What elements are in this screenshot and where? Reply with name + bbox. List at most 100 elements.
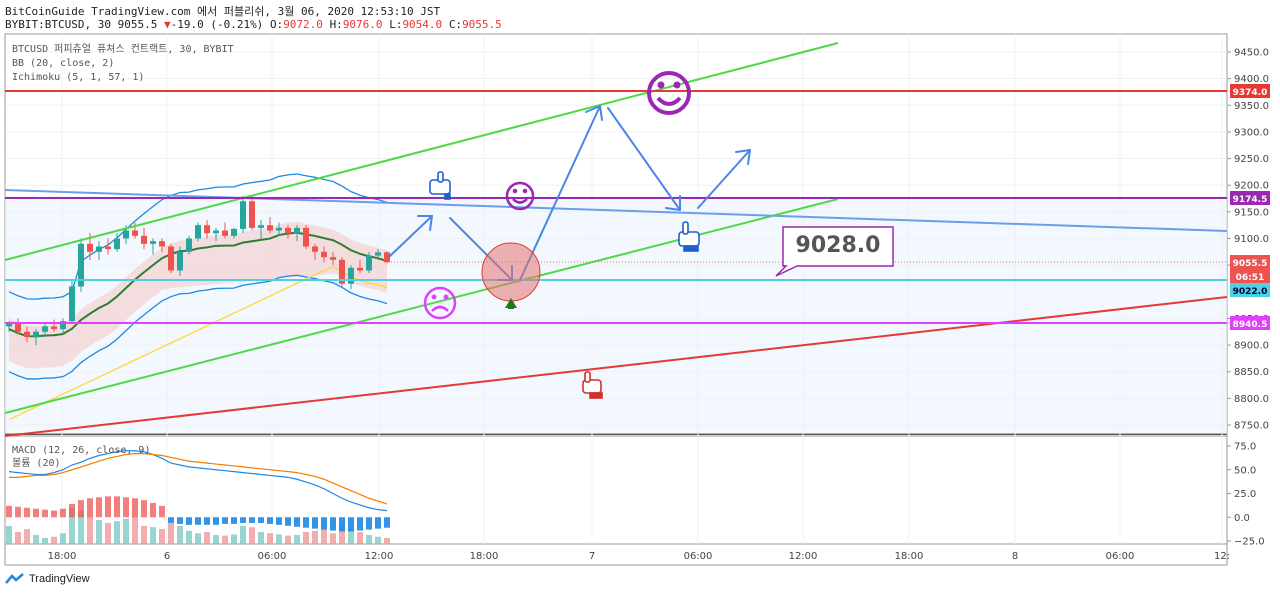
macd-histogram-bar [123, 497, 129, 518]
volume-bar [69, 508, 75, 544]
macd-histogram-bar [87, 498, 93, 518]
time-axis[interactable] [4, 543, 1228, 566]
arrow-5 [697, 149, 751, 209]
candles [6, 195, 390, 346]
target-circle[interactable] [481, 242, 541, 302]
macd-histogram-bar [105, 496, 111, 518]
candle-body [132, 230, 138, 236]
candle-body [267, 225, 273, 231]
legend-macd: MACD (12, 26, close, 9) [12, 445, 150, 456]
candle-body [51, 326, 57, 330]
candle-body [123, 230, 129, 239]
legend-ichimoku: Ichimoku (5, 1, 57, 1) [12, 72, 144, 83]
volume-bar [276, 534, 282, 544]
candle-body [240, 201, 246, 229]
candle-body [105, 246, 111, 250]
volume-bar [231, 534, 237, 544]
arrow-4 [607, 107, 681, 211]
macd-label: 25.0 [1234, 489, 1256, 500]
candle-body [213, 230, 219, 234]
ichimoku-cloud-fill [9, 221, 387, 369]
countdown-text: 06:51 [1236, 273, 1265, 283]
volume-bar [384, 538, 390, 544]
price-label: 9100.0 [1234, 234, 1269, 245]
macd-histogram-bar [195, 517, 201, 525]
candle-body [159, 241, 165, 247]
candle-body [339, 259, 345, 284]
candle-body [258, 225, 264, 228]
macd-histogram-bar [15, 506, 21, 518]
candle-body [168, 246, 174, 271]
volume-bar [123, 518, 129, 544]
time-label: 18:00 [48, 551, 77, 562]
signal-line [9, 453, 388, 505]
arrow-1-head [417, 215, 433, 231]
price-label: 9300.0 [1234, 127, 1269, 138]
volume-bar [168, 523, 174, 544]
price-label: 9200.0 [1234, 181, 1269, 192]
volume-bar [150, 527, 156, 544]
macd-histogram-bar [366, 517, 372, 530]
volume-bar [249, 527, 255, 544]
blue-downtrend-line[interactable] [4, 189, 1228, 232]
candle-body [249, 201, 255, 228]
sad-icon [423, 286, 457, 320]
candle-body [6, 323, 12, 327]
volume-bar [87, 517, 93, 544]
candle-body [87, 243, 93, 252]
price-label: 8900.0 [1234, 341, 1269, 352]
candle-body [384, 252, 390, 263]
time-label: 18:00 [470, 551, 499, 562]
macd-histogram-bar [357, 517, 363, 531]
callout-text: 9028.0 [796, 233, 881, 258]
macd-histogram-bar [312, 517, 318, 529]
price-tag-9022: 9022.0 [1230, 283, 1270, 297]
macd-axis-labels: 75.0 50.0 25.0 0.0 −25.0 [1227, 442, 1265, 548]
footer-brand[interactable]: TradingView [5, 573, 90, 585]
candle-body [114, 238, 120, 250]
macd-histogram-bar [285, 517, 291, 526]
tag-9055-text: 9055.5 [1233, 259, 1268, 269]
macd-histogram-bar [60, 508, 66, 518]
candle-body [375, 252, 381, 256]
macd-histogram-bar [51, 510, 57, 518]
volume-bar [114, 521, 120, 544]
volume-bar [222, 535, 228, 544]
upper-green-trendline[interactable] [4, 42, 839, 261]
close-label: C: [448, 18, 463, 31]
volume-bar [303, 532, 309, 544]
macd-label: −25.0 [1234, 537, 1265, 548]
candle-body [303, 227, 309, 247]
macd-pane[interactable] [4, 435, 1228, 545]
candle-body [330, 257, 336, 260]
tag-9174-text: 9174.5 [1233, 195, 1268, 205]
macd-histogram-bar [96, 497, 102, 518]
volume-bar [6, 526, 12, 544]
legend-volume: 볼륨 (20) [12, 457, 61, 469]
macd-indicator [6, 450, 390, 544]
volume-bar [204, 532, 210, 544]
open-value: 9072.0 [283, 18, 323, 31]
red-support-trendline[interactable] [4, 296, 1228, 437]
arrow-4-head [665, 195, 681, 211]
close-value: 9055.5 [462, 18, 502, 31]
volume-bar [195, 533, 201, 544]
bb-basis-line [8, 231, 388, 338]
low-label: L: [389, 18, 403, 31]
macd-histogram-bar [276, 517, 282, 525]
high-value: 9076.0 [342, 18, 383, 31]
candle-body [231, 228, 237, 236]
big-smile-icon [647, 71, 691, 115]
time-label: 18:00 [895, 551, 924, 562]
candle-body [69, 286, 75, 322]
candle-body [312, 246, 318, 252]
open-label: O: [269, 18, 284, 31]
volume-bar [294, 535, 300, 544]
price-callout[interactable]: 9028.0 [775, 226, 894, 277]
volume-bar [33, 535, 39, 544]
time-label: 12:00 [789, 551, 818, 562]
candle-body [96, 246, 102, 252]
tag-8940-text: 8940.5 [1233, 320, 1268, 330]
macd-histogram-bar [141, 500, 147, 518]
